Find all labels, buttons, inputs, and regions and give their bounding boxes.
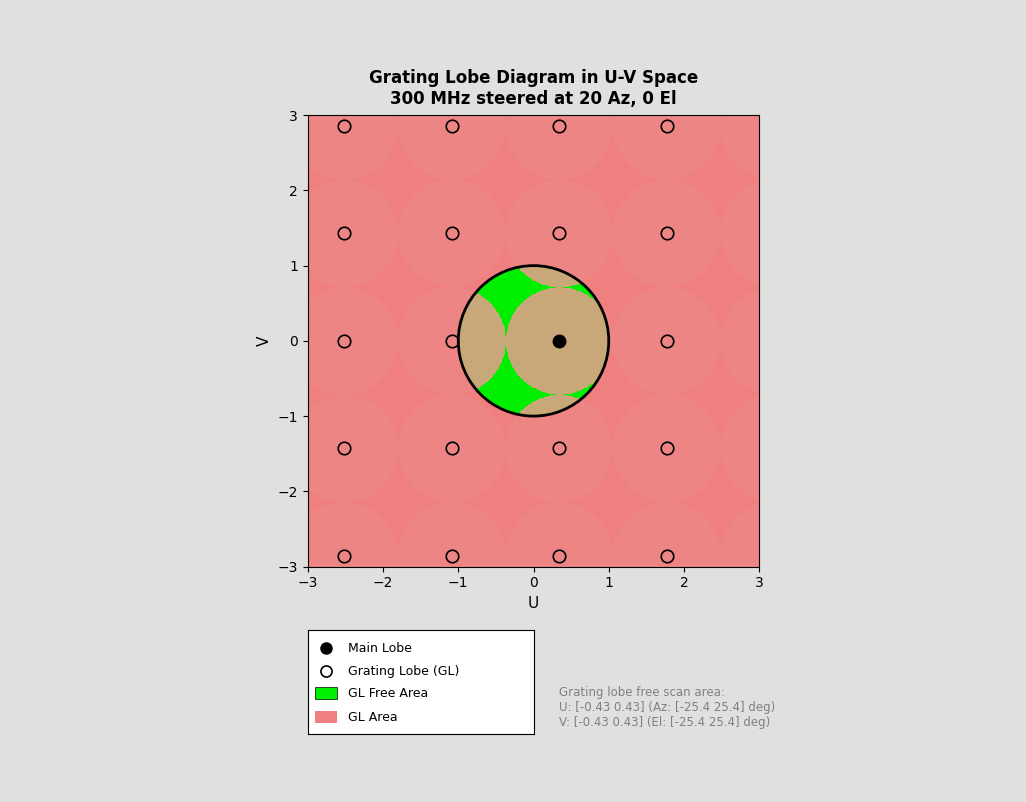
Circle shape [613,72,720,180]
Circle shape [613,502,720,610]
FancyBboxPatch shape [315,687,338,699]
Text: Grating Lobe (GL): Grating Lobe (GL) [349,665,460,678]
Circle shape [183,502,290,610]
Circle shape [398,72,506,180]
Y-axis label: V: V [258,336,272,346]
Circle shape [720,395,828,502]
Text: Grating lobe free scan area:
U: [-0.43 0.43] (Az: [-25.4 25.4] deg)
V: [-0.43 0.: Grating lobe free scan area: U: [-0.43 0… [559,686,776,729]
Title: Grating Lobe Diagram in U-V Space
300 MHz steered at 20 Az, 0 El: Grating Lobe Diagram in U-V Space 300 MH… [369,69,698,108]
Circle shape [613,180,720,287]
Circle shape [183,395,290,502]
Circle shape [290,72,398,180]
Circle shape [506,180,613,287]
Circle shape [183,180,290,287]
Circle shape [720,72,828,180]
Text: Main Lobe: Main Lobe [349,642,412,655]
Circle shape [613,395,720,502]
Circle shape [506,72,613,180]
Circle shape [506,287,613,395]
Circle shape [398,502,506,610]
FancyBboxPatch shape [315,711,338,723]
Circle shape [290,287,398,395]
Circle shape [183,72,290,180]
Circle shape [398,287,506,395]
Text: GL Free Area: GL Free Area [349,687,429,699]
Circle shape [506,502,613,610]
X-axis label: U: U [528,596,539,611]
Circle shape [720,180,828,287]
Circle shape [720,287,828,395]
Circle shape [398,180,506,287]
Circle shape [720,502,828,610]
Circle shape [613,287,720,395]
Circle shape [290,395,398,502]
Circle shape [290,502,398,610]
Text: GL Area: GL Area [349,711,398,723]
Circle shape [398,395,506,502]
Circle shape [183,287,290,395]
Circle shape [506,395,613,502]
Circle shape [290,180,398,287]
